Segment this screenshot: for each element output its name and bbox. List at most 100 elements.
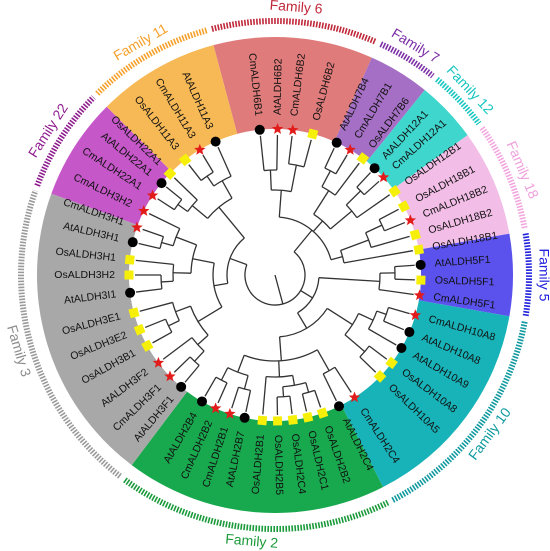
family-sector (334, 57, 425, 162)
family-ring (434, 76, 482, 126)
melon-star-marker (209, 402, 222, 414)
tree-branch (359, 356, 377, 373)
arabidopsis-circle-marker (404, 327, 415, 338)
tree-branch (388, 306, 410, 315)
family-ring (18, 189, 122, 479)
tree-branch (293, 229, 313, 253)
rice-square-marker (124, 254, 135, 265)
tree-branch (197, 334, 209, 346)
tree-arc (378, 219, 386, 232)
rice-square-marker (141, 339, 154, 352)
tree-branch (157, 198, 175, 211)
family-sector (131, 391, 384, 513)
rice-square-marker (397, 200, 410, 213)
family-label: Family 2 (225, 530, 279, 551)
tree-branch (191, 205, 209, 219)
tree-branch (175, 305, 191, 313)
tree-branch (334, 366, 352, 393)
tree-branch (301, 393, 308, 412)
tree-branch (135, 259, 174, 265)
melon-star-marker (287, 124, 299, 135)
tree-branch (334, 162, 360, 196)
family-ring (122, 477, 390, 532)
arabidopsis-circle-marker (239, 412, 250, 423)
tree-branch (288, 135, 293, 164)
melon-star-marker (194, 143, 206, 155)
tree-branch (292, 375, 296, 386)
rice-square-marker (124, 270, 134, 280)
tree-branch (370, 235, 410, 249)
tree-branch (313, 190, 330, 215)
tree-branch (326, 307, 353, 326)
tree-branch (312, 220, 324, 232)
melon-star-marker (224, 407, 236, 419)
melon-star-marker (413, 289, 426, 301)
tree-arc (263, 169, 277, 172)
tree-arc (345, 204, 358, 219)
tree-arc (164, 318, 173, 333)
tree-arc (187, 199, 198, 212)
tree-branch (148, 213, 181, 230)
tree-branch (314, 390, 322, 408)
tree-arc (243, 349, 318, 362)
rice-square-marker (388, 184, 401, 198)
tree-branch (218, 206, 245, 239)
tree-branch (173, 356, 191, 373)
rice-square-marker (133, 323, 146, 336)
tree-branch (175, 236, 197, 246)
tree-branch (184, 364, 200, 383)
melon-star-marker (152, 356, 165, 368)
rice-square-marker (163, 167, 177, 180)
tree-branch (363, 180, 380, 196)
arabidopsis-circle-marker (369, 163, 380, 174)
rice-square-marker (409, 229, 421, 241)
family-ring (34, 95, 96, 187)
family-label: Family 11 (111, 20, 171, 64)
arabidopsis-circle-marker (197, 396, 207, 407)
tree-arc (172, 228, 181, 246)
tree-arc (172, 264, 175, 282)
family-sector (106, 45, 238, 172)
tree-branch (229, 257, 248, 266)
rice-square-marker (302, 411, 314, 423)
arabidopsis-circle-marker (176, 381, 187, 392)
tree-branch (356, 172, 371, 188)
tree-arc (321, 186, 336, 196)
tree-arc (213, 175, 232, 187)
rice-square-marker (373, 370, 387, 383)
family-label: Family 18 (504, 139, 543, 201)
family-rings (18, 18, 532, 532)
tree-branch (237, 355, 245, 373)
tree-branch (329, 210, 353, 230)
tree-branch (330, 255, 343, 261)
tree-branch (259, 135, 265, 171)
tree-branch (144, 318, 166, 329)
tree-branch (243, 375, 249, 390)
family-sector (366, 90, 468, 190)
leaf-label: AtALDH6B2 (272, 58, 285, 115)
tree-arc (339, 250, 345, 263)
tree-branch (138, 242, 161, 250)
tree-branch (206, 175, 215, 187)
tree-branch (269, 170, 272, 191)
melon-star-marker (409, 309, 422, 321)
tree-arc (365, 232, 372, 248)
rice-square-marker (178, 153, 192, 167)
tree-arc (313, 213, 331, 230)
tree-branch (139, 301, 173, 312)
tree-branch (197, 306, 223, 323)
family-sectors (36, 37, 513, 513)
tree-branch (173, 177, 198, 201)
tree-branch (282, 386, 285, 397)
arabidopsis-circle-marker (415, 259, 426, 270)
family-ring (211, 18, 378, 45)
tree-branch (368, 328, 397, 346)
tree-branch (290, 164, 298, 192)
family-label: Family 6 (269, 0, 323, 17)
tree-branch (316, 349, 330, 372)
tree-arc (191, 337, 205, 352)
tree-branch (213, 282, 228, 287)
leaf-label: AtALDH5F1 (434, 254, 491, 270)
tree-branch (289, 396, 293, 415)
